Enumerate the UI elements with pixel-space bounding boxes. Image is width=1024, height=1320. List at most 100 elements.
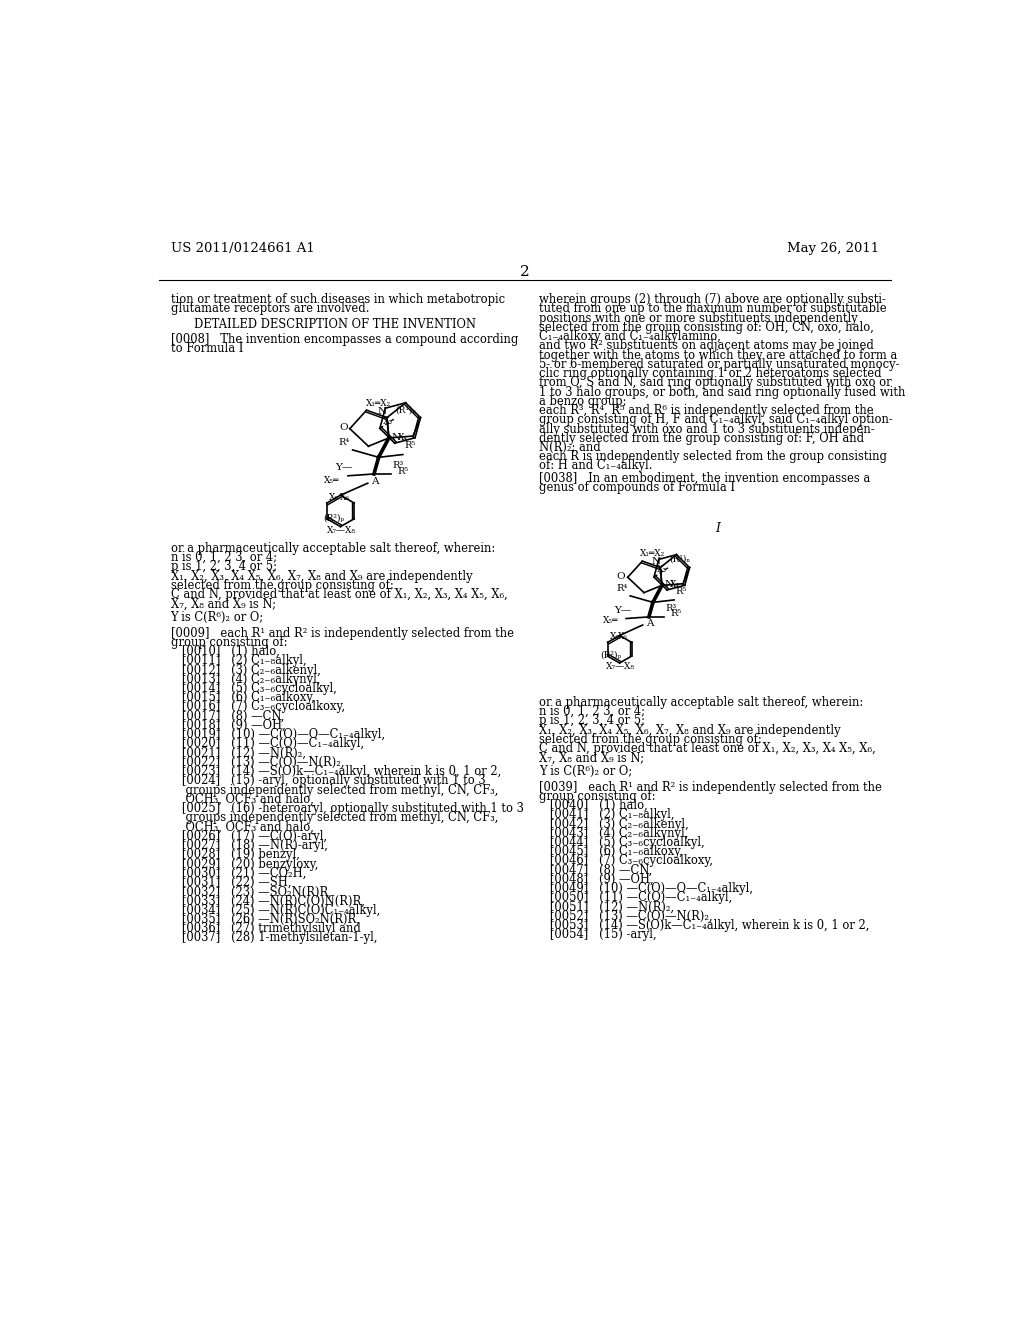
Text: [0037]   (28) 1-methylsiletan-1-yl,: [0037] (28) 1-methylsiletan-1-yl, — [171, 932, 377, 945]
Text: selected from the group consisting of:: selected from the group consisting of: — [539, 733, 762, 746]
Text: A: A — [646, 619, 653, 628]
Text: 1 to 3 halo groups, or both, and said ring optionally fused with: 1 to 3 halo groups, or both, and said ri… — [539, 385, 905, 399]
Text: N(R)₂; and: N(R)₂; and — [539, 441, 600, 454]
Text: [0016]   (7) C₃₋₆cycloalkoxy,: [0016] (7) C₃₋₆cycloalkoxy, — [171, 701, 345, 714]
Text: [0030]   (21) —CO₂H,: [0030] (21) —CO₂H, — [171, 867, 306, 880]
Text: X₃: X₃ — [383, 417, 393, 426]
Text: [0036]   (27) trimethylsilyl and: [0036] (27) trimethylsilyl and — [171, 923, 360, 936]
Text: glutamate receptors are involved.: glutamate receptors are involved. — [171, 302, 369, 315]
Text: [0035]   (26) —N(R)SO₂N(R)R,: [0035] (26) —N(R)SO₂N(R)R, — [171, 913, 359, 927]
Text: OCH₃, OCF₃ and halo,: OCH₃, OCF₃ and halo, — [171, 793, 313, 807]
Text: R⁵: R⁵ — [676, 587, 687, 595]
Text: Y is C(R⁶)₂ or O;: Y is C(R⁶)₂ or O; — [539, 766, 632, 779]
Text: n is 0, 1, 2 3, or 4;: n is 0, 1, 2 3, or 4; — [171, 552, 276, 564]
Text: [0046]   (7) C₃₋₆cycloalkoxy,: [0046] (7) C₃₋₆cycloalkoxy, — [539, 854, 713, 867]
Text: X₆: X₆ — [340, 492, 350, 502]
Text: N: N — [651, 557, 660, 566]
Text: X₉: X₉ — [610, 632, 620, 642]
Text: Y is C(R⁶)₂ or O;: Y is C(R⁶)₂ or O; — [171, 611, 264, 624]
Text: [0010]   (1) halo,: [0010] (1) halo, — [171, 645, 280, 659]
Text: Y—: Y— — [613, 606, 631, 615]
Text: [0012]   (3) C₂₋₆alkenyl,: [0012] (3) C₂₋₆alkenyl, — [171, 664, 321, 677]
Text: OCH₃, OCF₃ and halo,: OCH₃, OCF₃ and halo, — [171, 821, 313, 834]
Text: [0044]   (5) C₃₋₆cycloalkyl,: [0044] (5) C₃₋₆cycloalkyl, — [539, 836, 705, 849]
Text: [0031]   (22) —SH,: [0031] (22) —SH, — [171, 876, 291, 890]
Text: R⁴: R⁴ — [339, 438, 350, 447]
Text: [0018]   (9) —OH,: [0018] (9) —OH, — [171, 719, 286, 733]
Text: O: O — [339, 424, 347, 432]
Text: n is 0, 1, 2 3, or 4;: n is 0, 1, 2 3, or 4; — [539, 705, 645, 718]
Text: I: I — [716, 521, 721, 535]
Text: R³: R³ — [392, 461, 403, 470]
Text: wherein groups (2) through (7) above are optionally substi-: wherein groups (2) through (7) above are… — [539, 293, 886, 306]
Text: US 2011/0124661 A1: US 2011/0124661 A1 — [171, 242, 314, 255]
Text: [0041]   (2) C₁₋₈alkyl,: [0041] (2) C₁₋₈alkyl, — [539, 808, 674, 821]
Text: ally substituted with oxo and 1 to 3 substituents indepen-: ally substituted with oxo and 1 to 3 sub… — [539, 422, 874, 436]
Text: X₁, X₂, X₃, X₄ X₅, X₆, X₇, X₈ and X₉ are independently: X₁, X₂, X₃, X₄ X₅, X₆, X₇, X₈ and X₉ are… — [539, 723, 841, 737]
Text: [0034]   (25) —N(R)C(O)C₁₋₄alkyl,: [0034] (25) —N(R)C(O)C₁₋₄alkyl, — [171, 904, 380, 917]
Text: [0052]   (13) —C(O)—N(R)₂,: [0052] (13) —C(O)—N(R)₂, — [539, 909, 713, 923]
Text: [0033]   (24) —N(R)C(O)N(R)R,: [0033] (24) —N(R)C(O)N(R)R, — [171, 895, 365, 908]
Text: N: N — [392, 433, 401, 441]
Text: [0039]   each R¹ and R² is independently selected from the: [0039] each R¹ and R² is independently s… — [539, 780, 882, 793]
Text: [0021]   (12) —N(R)₂,: [0021] (12) —N(R)₂, — [171, 747, 305, 760]
Text: [0015]   (6) C₁₋₆alkoxy,: [0015] (6) C₁₋₆alkoxy, — [171, 692, 314, 705]
Text: [0050]   (11) —C(O)—C₁₋₄alkyl,: [0050] (11) —C(O)—C₁₋₄alkyl, — [539, 891, 732, 904]
Text: N: N — [665, 579, 674, 589]
Text: [0048]   (9) —OH,: [0048] (9) —OH, — [539, 873, 653, 886]
Text: X₇—X₈: X₇—X₈ — [605, 663, 635, 671]
Text: [0022]   (13) —C(O)—N(R)₂,: [0022] (13) —C(O)—N(R)₂, — [171, 756, 344, 770]
Text: [0038]   In an embodiment, the invention encompasses a: [0038] In an embodiment, the invention e… — [539, 471, 870, 484]
Text: [0019]   (10) —C(O)—O—C₁₋₄alkyl,: [0019] (10) —C(O)—O—C₁₋₄alkyl, — [171, 729, 385, 742]
Text: (R¹)ₙ: (R¹)ₙ — [670, 554, 690, 564]
Text: R⁵: R⁵ — [404, 441, 416, 450]
Text: [0028]   (19) benzyl,: [0028] (19) benzyl, — [171, 849, 299, 862]
Text: A: A — [371, 477, 379, 486]
Text: May 26, 2011: May 26, 2011 — [786, 242, 879, 255]
Text: R³: R³ — [665, 603, 676, 612]
Text: R⁵: R⁵ — [670, 610, 681, 618]
Text: [0009]   each R¹ and R² is independently selected from the: [0009] each R¹ and R² is independently s… — [171, 627, 514, 640]
Text: X₅═: X₅═ — [324, 477, 339, 484]
Text: X₇, X₈ and X₉ is N;: X₇, X₈ and X₉ is N; — [539, 751, 644, 764]
Text: X₄: X₄ — [670, 579, 680, 589]
Text: [0008]   The invention encompasses a compound according: [0008] The invention encompasses a compo… — [171, 333, 518, 346]
Text: [0023]   (14) —S(O)k—C₁₋₄alkyl, wherein k is 0, 1 or 2,: [0023] (14) —S(O)k—C₁₋₄alkyl, wherein k … — [171, 766, 501, 779]
Text: N: N — [378, 407, 387, 416]
Text: group consisting of H, F and C₁₋₄alkyl, said C₁₋₄alkyl option-: group consisting of H, F and C₁₋₄alkyl, … — [539, 413, 893, 426]
Text: selected from the group consisting of: OH, CN, oxo, halo,: selected from the group consisting of: O… — [539, 321, 873, 334]
Text: groups independently selected from methyl, CN, CF₃,: groups independently selected from methy… — [171, 784, 498, 797]
Text: X₁, X₂, X₃, X₄ X₅, X₆, X₇, X₈ and X₉ are independently: X₁, X₂, X₃, X₄ X₅, X₆, X₇, X₈ and X₉ are… — [171, 570, 472, 582]
Text: [0053]   (14) —S(O)k—C₁₋₄alkyl, wherein k is 0, 1 or 2,: [0053] (14) —S(O)k—C₁₋₄alkyl, wherein k … — [539, 919, 869, 932]
Text: X₉: X₉ — [329, 492, 339, 502]
Text: (R²)ₚ: (R²)ₚ — [324, 513, 344, 523]
Text: [0017]   (8) —CN,: [0017] (8) —CN, — [171, 710, 284, 723]
Text: each R³, R⁴, R⁵ and R⁶ is independently selected from the: each R³, R⁴, R⁵ and R⁶ is independently … — [539, 404, 873, 417]
Text: X₁═X₂: X₁═X₂ — [366, 399, 391, 408]
Text: [0040]   (1) halo,: [0040] (1) halo, — [539, 799, 647, 812]
Text: [0042]   (3) C₂₋₆alkenyl,: [0042] (3) C₂₋₆alkenyl, — [539, 817, 688, 830]
Text: X₁═X₂: X₁═X₂ — [640, 549, 666, 558]
Text: (R²)ₚ: (R²)ₚ — [600, 651, 622, 660]
Text: dently selected from the group consisting of: F, OH and: dently selected from the group consistin… — [539, 432, 864, 445]
Text: of: H and C₁₋₄alkyl.: of: H and C₁₋₄alkyl. — [539, 459, 652, 473]
Text: or a pharmaceutically acceptable salt thereof, wherein:: or a pharmaceutically acceptable salt th… — [539, 696, 863, 709]
Text: genus of compounds of Formula I: genus of compounds of Formula I — [539, 480, 735, 494]
Text: [0047]   (8) —CN,: [0047] (8) —CN, — [539, 863, 652, 876]
Text: R⁵: R⁵ — [398, 467, 410, 477]
Text: C₁₋₄alkoxy and C₁₋₄alkylamino,: C₁₋₄alkoxy and C₁₋₄alkylamino, — [539, 330, 721, 343]
Text: [0032]   (23) —SO₂N(R)R,: [0032] (23) —SO₂N(R)R, — [171, 886, 332, 899]
Text: tion or treatment of such diseases in which metabotropic: tion or treatment of such diseases in wh… — [171, 293, 505, 306]
Text: group consisting of:: group consisting of: — [171, 636, 287, 649]
Text: together with the atoms to which they are attached to form a: together with the atoms to which they ar… — [539, 348, 897, 362]
Text: [0027]   (18) —N(R)-aryl,: [0027] (18) —N(R)-aryl, — [171, 840, 328, 853]
Text: 5- or 6-membered saturated or partially unsaturated monocy-: 5- or 6-membered saturated or partially … — [539, 358, 899, 371]
Text: [0013]   (4) C₂₋₆alkynyl,: [0013] (4) C₂₋₆alkynyl, — [171, 673, 321, 686]
Text: 2: 2 — [520, 264, 529, 279]
Text: p is 1, 2, 3, 4 or 5;: p is 1, 2, 3, 4 or 5; — [171, 560, 276, 573]
Text: [0014]   (5) C₃₋₆cycloalkyl,: [0014] (5) C₃₋₆cycloalkyl, — [171, 682, 337, 696]
Text: [0043]   (4) C₂₋₆alkynyl,: [0043] (4) C₂₋₆alkynyl, — [539, 826, 688, 840]
Text: p is 1, 2, 3, 4 or 5;: p is 1, 2, 3, 4 or 5; — [539, 714, 645, 727]
Text: [0049]   (10) —C(O)—O—C₁₋₄alkyl,: [0049] (10) —C(O)—O—C₁₋₄alkyl, — [539, 882, 753, 895]
Text: from O, S and N, said ring optionally substituted with oxo or: from O, S and N, said ring optionally su… — [539, 376, 891, 389]
